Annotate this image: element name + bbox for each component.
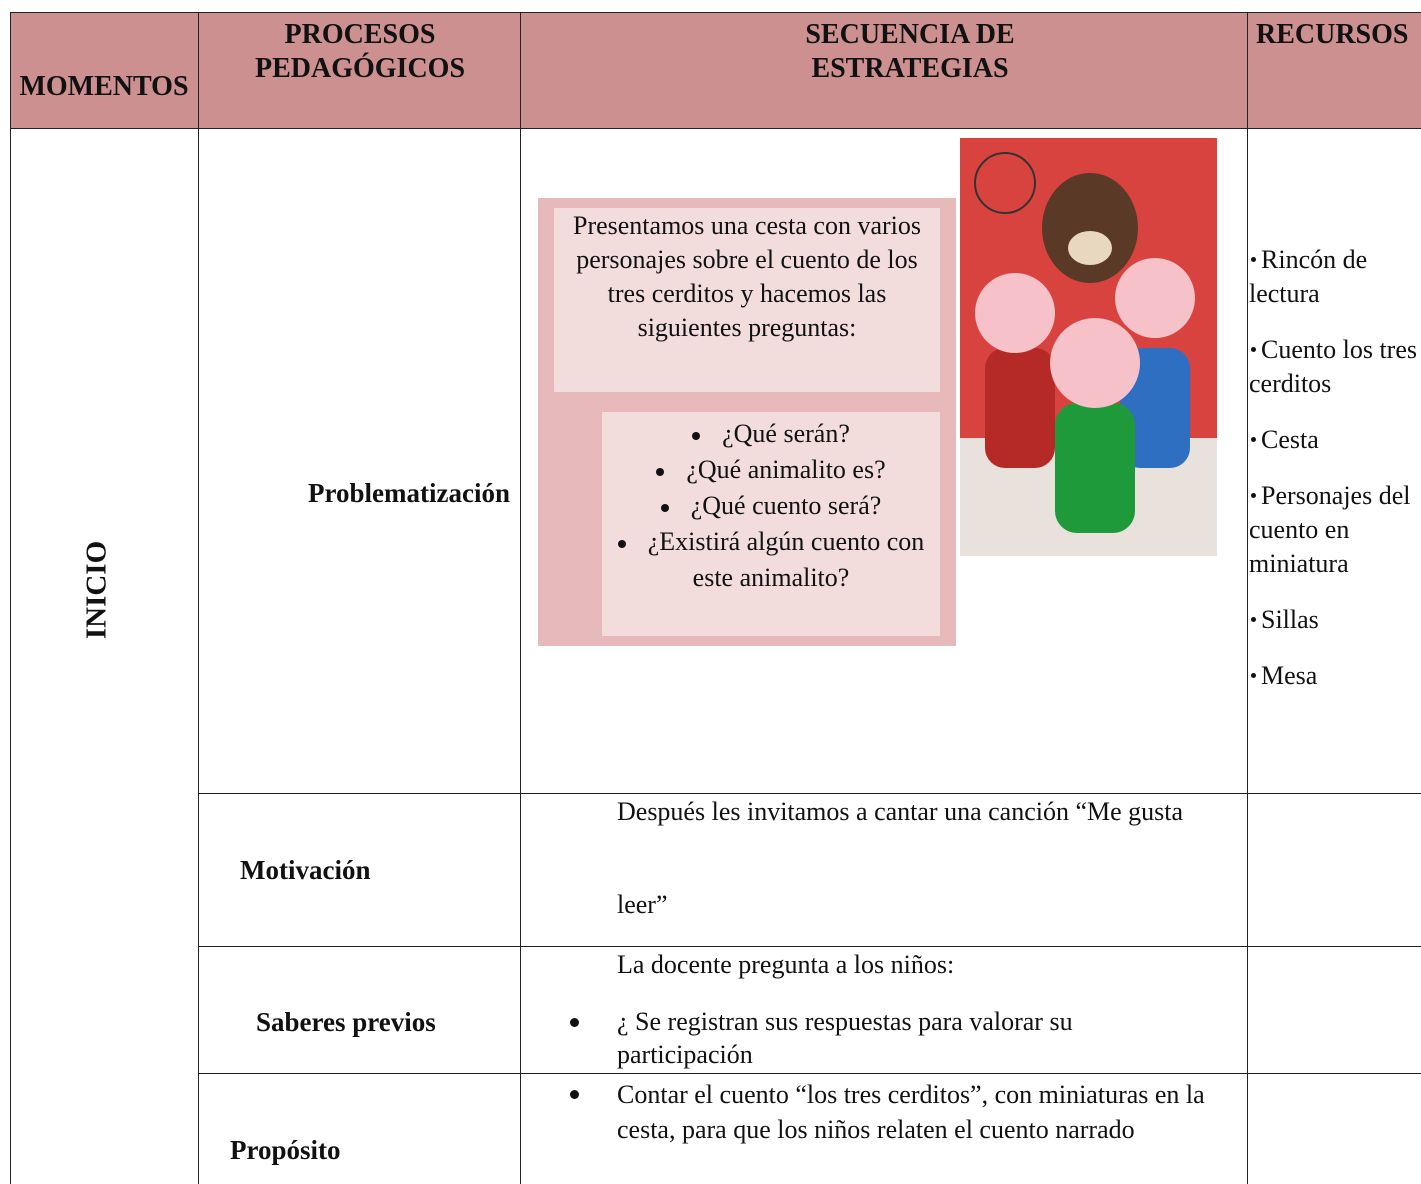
border: [198, 1073, 1421, 1074]
callout-inner: [554, 208, 940, 392]
process-label: Motivación: [240, 855, 371, 885]
pig-head: [975, 273, 1055, 353]
question-item: ¿Qué cuento será?: [612, 488, 930, 524]
header-row: [10, 12, 1421, 128]
bullet: [617, 540, 626, 549]
strategy-text: Después les invitamos a cantar una canci…: [617, 797, 1184, 826]
wolf-snout: [1068, 231, 1112, 265]
pig-body: [985, 348, 1055, 468]
bullet: [692, 432, 701, 441]
illustration: [960, 138, 1217, 556]
strategy-text: leer”: [617, 890, 668, 919]
resource-list: Rincón de lectura Cuento los tres cerdito…: [1249, 243, 1421, 715]
bullet: [660, 504, 669, 513]
strategy-bullet: ¿ Se registran sus respuestas para valor…: [617, 1007, 1073, 1069]
resource-item: Rincón de lectura: [1249, 243, 1421, 311]
callout-inner: [602, 412, 940, 636]
bullet: [1251, 256, 1256, 262]
bullet: [570, 1090, 579, 1099]
resource-text: Personajes del cuento en miniatura: [1249, 481, 1411, 578]
intro-text: Presentamos una cesta con varios persona…: [572, 211, 921, 342]
resource-item: Sillas: [1249, 603, 1421, 637]
resource-text: Mesa: [1261, 661, 1318, 690]
border: [198, 793, 1421, 794]
process-label: Propósito: [230, 1135, 341, 1165]
strategy-bullet: Contar el cuento “los tres cerditos”, co…: [617, 1080, 1205, 1144]
resource-item: Cesta: [1249, 423, 1421, 457]
header-cell: SECUENCIA DE ESTRATEGIAS: [805, 19, 1015, 84]
resource-text: Cesta: [1261, 425, 1319, 454]
bullet: [570, 1018, 579, 1027]
bullet: [1251, 346, 1256, 352]
process-label: Problematización: [308, 478, 510, 508]
border: [520, 12, 521, 1184]
resource-item: Personajes del cuento en miniatura: [1249, 479, 1421, 581]
bullet: [656, 468, 665, 477]
question-text: ¿Existirá algún cuento con este animalit…: [647, 527, 925, 592]
pig-body: [1120, 348, 1190, 468]
question-list: ¿Qué serán? ¿Qué animalito es? ¿Qué cuento…: [612, 416, 930, 596]
question-text: ¿Qué animalito es?: [686, 455, 886, 484]
border: [10, 128, 1421, 129]
resource-item: Mesa: [1249, 659, 1421, 693]
header-cell: PROCESOS PEDAGÓGICOS: [254, 19, 466, 84]
resource-text: Rincón de lectura: [1249, 245, 1368, 308]
strategy-text: La docente pregunta a los niños:: [617, 950, 955, 979]
question-text: ¿Qué serán?: [722, 419, 850, 448]
border: [1247, 12, 1248, 1184]
border: [10, 12, 11, 1184]
bullet: [1251, 672, 1256, 678]
moment-label: INICIO: [80, 540, 113, 640]
question-text: ¿Qué cuento será?: [690, 491, 882, 520]
logo: [974, 152, 1036, 214]
border: [10, 12, 1421, 13]
question-item: ¿Existirá algún cuento con este animalit…: [612, 524, 930, 596]
bullet: [1251, 492, 1256, 498]
header-cell: RECURSOS: [1256, 19, 1409, 50]
border: [198, 946, 1421, 947]
wolf-head: [1042, 173, 1138, 283]
bullet: [1251, 616, 1256, 622]
border: [198, 12, 199, 1184]
question-item: ¿Qué serán?: [612, 416, 930, 452]
pig-body: [1055, 403, 1135, 533]
question-item: ¿Qué animalito es?: [612, 452, 930, 488]
header-cell: MOMENTOS: [19, 71, 189, 102]
resource-text: Sillas: [1261, 605, 1319, 634]
bullet: [1251, 436, 1256, 442]
resource-text: Cuento los tres cerditos: [1249, 335, 1417, 398]
pig-head: [1050, 318, 1140, 408]
resource-item: Cuento los tres cerditos: [1249, 333, 1421, 401]
pig-head: [1115, 258, 1195, 338]
process-label: Saberes previos: [256, 1007, 436, 1037]
